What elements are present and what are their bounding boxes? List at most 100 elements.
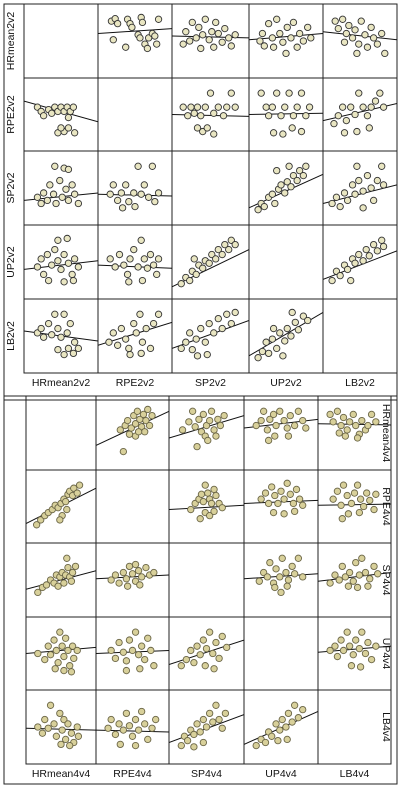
data-point [46,701,55,709]
data-point [349,410,357,419]
data-point [136,310,144,318]
data-point [212,491,220,500]
data-point [338,103,347,111]
data-point [146,344,155,353]
data-point [177,344,185,353]
data-point [343,265,352,274]
data-point [68,181,76,189]
data-point [62,185,70,193]
data-point [364,638,372,647]
data-point [342,116,351,125]
data-point [182,338,190,346]
data-point [361,568,370,577]
data-point [138,338,147,346]
panel-marks-HRmean2v2-vs-LB2v2 [323,15,397,58]
panel-marks-HRmean4v4-vs-UP4v4 [244,407,318,445]
data-point [148,411,156,420]
column-label: UP2v2 [270,377,302,389]
fit-line [169,639,244,665]
data-point [337,421,345,430]
data-point [117,324,126,333]
data-point [281,337,289,345]
data-point [183,736,192,745]
panel-marks-SP2v2-vs-LB2v2 [323,162,397,212]
data-point [288,124,296,132]
data-point [218,632,226,641]
data-point [210,665,218,673]
data-point [144,193,153,201]
row-label: UP4v4 [380,638,392,670]
data-point [125,344,133,353]
data-point [57,333,65,341]
data-point [115,250,124,259]
data-point [54,659,62,667]
data-point [289,499,298,508]
row-label: SP4v4 [380,565,392,596]
data-point [107,646,115,655]
data-point [263,426,272,434]
data-point [340,38,349,46]
data-point [326,579,334,587]
data-point [128,646,137,655]
data-point [370,505,378,514]
data-point [193,442,201,451]
data-point [70,255,79,263]
data-point [210,130,218,138]
column-label: RPE2v2 [116,377,155,389]
data-point [205,628,214,636]
data-point [299,705,307,714]
data-point [144,634,152,642]
panel-marks-UP4v4-vs-SP4v4 [169,628,244,673]
data-point [284,709,293,718]
data-point [106,255,114,263]
data-point [299,573,307,581]
data-point [359,103,367,111]
data-point [69,103,78,111]
data-point [75,481,84,489]
data-point [116,426,124,434]
data-point [48,261,56,269]
data-point [276,407,284,415]
data-point [343,491,351,500]
data-point [115,720,123,728]
data-point [339,413,348,422]
data-point [258,29,267,38]
data-point [61,634,70,642]
data-point [269,324,278,333]
data-point [177,662,185,670]
data-point [60,250,68,259]
data-point [288,562,296,571]
data-point [284,576,293,584]
data-point [34,723,42,731]
data-point [212,701,220,709]
data-point [68,642,77,650]
data-point [115,638,123,647]
data-point [358,554,366,562]
data-point [272,565,280,573]
data-point [131,202,139,211]
data-point [66,741,74,750]
data-point [57,124,65,132]
data-point [231,308,239,317]
column-label: RPE4v4 [113,768,152,780]
data-point [67,577,76,585]
panel-marks-SP4v4-vs-UP4v4 [244,554,318,597]
data-point [283,479,291,487]
data-point [220,411,228,420]
panel-marks-LB4v4-vs-UP4v4 [244,701,318,750]
data-point [351,26,359,34]
data-point [361,649,370,658]
data-point [260,42,268,50]
data-point [52,646,61,655]
data-point [349,577,357,585]
data-point [276,573,284,581]
data-point [186,276,194,285]
data-point [54,345,62,354]
data-point [218,724,226,732]
data-point [66,662,74,670]
data-point [63,505,71,514]
data-point [276,29,284,38]
data-point [356,663,365,671]
panel-marks-UP2v2-vs-HRmean2v2 [24,234,98,286]
data-point [273,15,281,23]
